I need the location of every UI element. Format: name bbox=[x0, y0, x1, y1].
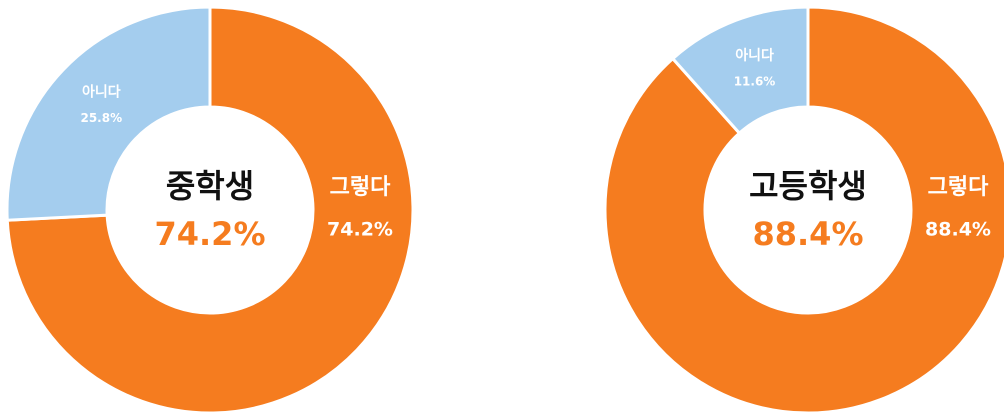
slice-value-label: 74.2% bbox=[327, 219, 393, 241]
center-value: 88.4% bbox=[752, 215, 863, 253]
donut-slice bbox=[5, 5, 212, 222]
center-title: 중학생 bbox=[166, 167, 254, 205]
slice-label: 아니다 bbox=[735, 47, 774, 64]
donut-slice bbox=[5, 5, 415, 414]
center-value: 74.2% bbox=[154, 215, 265, 253]
slice-value-label: 25.8% bbox=[80, 111, 122, 125]
slice-label: 그렇다 bbox=[330, 175, 391, 200]
slice-value-label: 88.4% bbox=[925, 219, 991, 241]
slice-label: 아니다 bbox=[82, 84, 121, 101]
center-title: 고등학생 bbox=[749, 167, 867, 205]
slice-label: 그렇다 bbox=[928, 175, 989, 200]
slice-value-label: 11.6% bbox=[734, 74, 776, 88]
donut-slice bbox=[603, 5, 1004, 414]
donut-slice bbox=[670, 5, 810, 136]
